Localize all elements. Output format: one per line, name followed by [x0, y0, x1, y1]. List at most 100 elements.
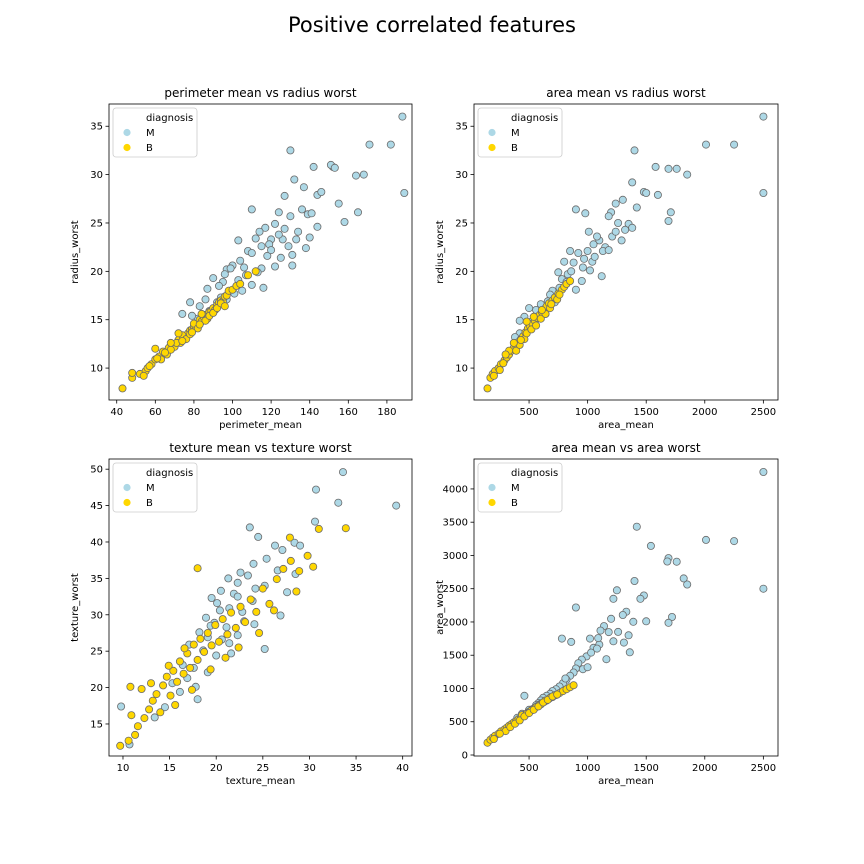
data-point-M — [330, 163, 339, 172]
data-point-B — [197, 309, 206, 318]
data-point-M — [609, 594, 618, 603]
data-point-M — [263, 251, 272, 260]
data-point-M — [203, 284, 212, 293]
data-point-M — [262, 554, 271, 563]
data-point-M — [243, 571, 252, 580]
data-point-B — [255, 629, 264, 638]
data-point-B — [196, 634, 205, 643]
data-point-B — [532, 321, 541, 330]
data-point-M — [276, 611, 285, 620]
data-point-M — [621, 225, 630, 234]
data-point-M — [594, 634, 603, 643]
data-point-M — [311, 485, 320, 494]
data-point-B — [495, 729, 504, 738]
data-point-B — [203, 629, 212, 638]
data-point-M — [290, 175, 299, 184]
data-point-M — [571, 205, 580, 214]
data-point-M — [604, 246, 613, 255]
y-tick-label: 4000 — [443, 484, 468, 495]
data-point-B — [269, 606, 278, 615]
data-point-M — [280, 191, 289, 200]
subplot-title: perimeter mean vs radius worst — [164, 86, 356, 100]
scatter-points — [116, 468, 401, 750]
data-point-M — [593, 644, 602, 653]
data-point-M — [245, 523, 254, 532]
axes-frame — [473, 458, 779, 757]
legend: diagnosis MB — [477, 462, 563, 513]
data-point-B — [178, 336, 187, 345]
data-point-B — [187, 328, 196, 337]
data-point-M — [569, 258, 578, 267]
data-point-M — [270, 541, 279, 550]
legend-title: diagnosis — [146, 468, 193, 479]
data-point-M — [195, 302, 204, 311]
data-point-M — [261, 223, 270, 232]
y-tick-label: 15 — [90, 315, 103, 326]
x-tick-label: 180 — [377, 407, 396, 418]
data-point-M — [270, 219, 279, 228]
axes-frame — [108, 103, 413, 401]
axes-frame — [473, 103, 779, 401]
data-point-B — [227, 608, 236, 617]
data-point-M — [581, 209, 590, 218]
data-point-M — [664, 164, 673, 173]
y-tick-label: 2000 — [443, 617, 468, 628]
legend-label-B: B — [146, 143, 153, 154]
data-point-B — [124, 736, 133, 745]
legend-label-M: M — [146, 128, 155, 139]
y-tick-label: 10 — [455, 364, 468, 375]
data-point-M — [636, 594, 645, 603]
data-point-B — [483, 384, 492, 393]
data-point-M — [554, 268, 563, 277]
data-point-B — [166, 691, 175, 700]
data-point-B — [126, 682, 135, 691]
data-point-M — [297, 205, 306, 214]
data-point-B — [189, 640, 198, 649]
data-point-M — [301, 244, 310, 253]
subplots: 40 60 80 100 120 140 160 180101520253035perimet… — [70, 86, 779, 787]
data-point-M — [672, 557, 681, 566]
data-point-M — [597, 272, 606, 281]
data-point-M — [299, 183, 308, 192]
data-point-M — [578, 263, 587, 272]
x-tick-label: 140 — [300, 407, 319, 418]
data-point-M — [255, 227, 264, 236]
y-tick-label: 35 — [90, 574, 103, 585]
data-point-B — [151, 344, 160, 353]
data-point-M — [250, 620, 259, 629]
x-tick-label: 2000 — [692, 407, 717, 418]
y-tick-label: 25 — [455, 218, 468, 229]
data-point-B — [279, 564, 288, 573]
x-tick-label: 80 — [188, 407, 201, 418]
data-point-B — [252, 607, 261, 616]
data-point-B — [566, 276, 575, 285]
data-point-B — [140, 714, 149, 723]
data-point-M — [284, 242, 293, 251]
x-tick-label: 100 — [223, 407, 242, 418]
y-tick-label: 40 — [90, 537, 103, 548]
data-point-M — [630, 146, 639, 155]
data-point-M — [611, 227, 620, 236]
data-point-M — [117, 702, 126, 711]
data-point-M — [566, 246, 575, 255]
data-point-B — [148, 696, 157, 705]
y-tick-label: 20 — [90, 267, 103, 278]
data-point-B — [501, 350, 510, 359]
data-point-M — [583, 246, 592, 255]
data-point-M — [571, 285, 580, 294]
x-axis-label: area_mean — [598, 420, 654, 431]
data-point-B — [187, 685, 196, 694]
legend-marker-M — [123, 483, 131, 492]
y-tick-label: 1500 — [443, 651, 468, 662]
data-point-M — [584, 227, 593, 236]
data-point-M — [614, 218, 623, 227]
data-point-B — [211, 621, 220, 630]
data-point-M — [175, 687, 184, 696]
data-point-M — [353, 208, 362, 217]
data-point-M — [212, 651, 221, 660]
data-point-M — [557, 634, 566, 643]
data-point-M — [334, 498, 343, 507]
subplot-3: 10 15 20 25 30 35 40 15 20 25 30 35 40 45 50 texture me… — [70, 441, 413, 787]
data-point-M — [251, 584, 260, 593]
